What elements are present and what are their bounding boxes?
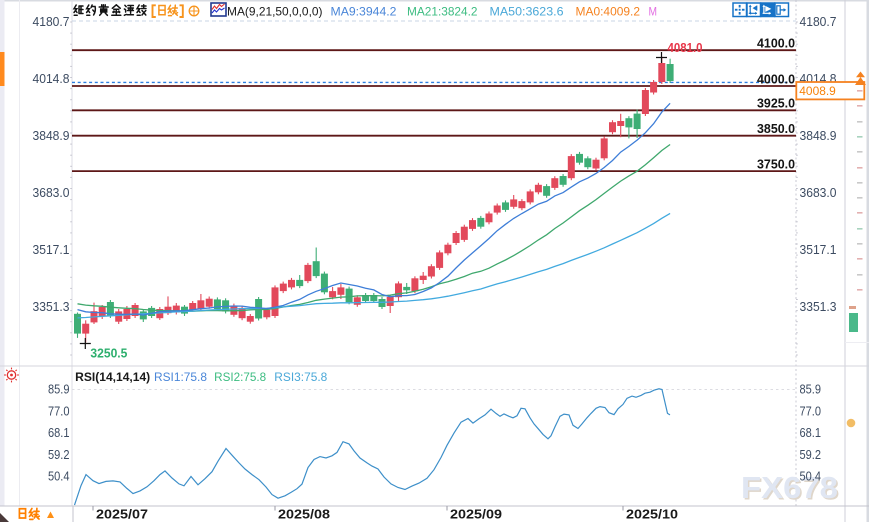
svg-text:4180.7: 4180.7 (33, 15, 70, 29)
svg-text:2025/10: 2025/10 (626, 507, 678, 522)
svg-text:4000.0: 4000.0 (757, 72, 795, 86)
svg-text:2025/08: 2025/08 (278, 507, 330, 522)
svg-text:3351.3: 3351.3 (800, 300, 837, 314)
svg-text:3750.0: 3750.0 (757, 157, 795, 171)
svg-text:50.4: 50.4 (800, 470, 822, 484)
svg-text:3848.9: 3848.9 (800, 129, 837, 143)
svg-text:68.1: 68.1 (800, 426, 822, 440)
svg-text:3683.0: 3683.0 (33, 186, 70, 200)
svg-text:3250.5: 3250.5 (90, 346, 127, 361)
svg-text:59.2: 59.2 (800, 448, 822, 462)
svg-text:3517.1: 3517.1 (33, 243, 70, 257)
svg-text:4014.8: 4014.8 (33, 72, 70, 86)
svg-text:RSI3:75.8: RSI3:75.8 (274, 372, 327, 384)
svg-text:4081.0: 4081.0 (668, 40, 703, 55)
svg-text:3683.0: 3683.0 (800, 186, 837, 200)
svg-text:3850.0: 3850.0 (757, 122, 795, 136)
svg-text:77.0: 77.0 (800, 404, 822, 418)
svg-text:85.9: 85.9 (48, 383, 70, 397)
svg-text:85.9: 85.9 (800, 383, 822, 397)
svg-text:2025/07: 2025/07 (96, 507, 148, 522)
svg-text:4008.9: 4008.9 (799, 84, 836, 98)
svg-text:77.0: 77.0 (48, 404, 70, 418)
svg-text:MA50:3623.6: MA50:3623.6 (490, 5, 564, 19)
svg-text:FX678: FX678 (741, 470, 838, 505)
svg-text:68.1: 68.1 (48, 426, 70, 440)
svg-text:MA0:4009.2: MA0:4009.2 (576, 5, 641, 19)
svg-text:3351.3: 3351.3 (33, 300, 70, 314)
svg-text:RSI1:75.8: RSI1:75.8 (154, 372, 207, 384)
svg-text:50.4: 50.4 (48, 470, 70, 484)
svg-text:3848.9: 3848.9 (33, 129, 70, 143)
svg-text:M: M (649, 5, 658, 19)
svg-text:RSI2:75.8: RSI2:75.8 (214, 372, 266, 384)
svg-text:MA21:3824.2: MA21:3824.2 (407, 5, 478, 19)
svg-text:4100.0: 4100.0 (757, 37, 795, 51)
svg-text:4180.7: 4180.7 (800, 15, 837, 29)
svg-text:59.2: 59.2 (48, 448, 70, 462)
svg-text:3925.0: 3925.0 (757, 97, 795, 111)
svg-text:3517.1: 3517.1 (800, 243, 837, 257)
svg-text:MA9:3944.2: MA9:3944.2 (331, 5, 397, 19)
svg-text:MA(9,21,50,0,0,0): MA(9,21,50,0,0,0) (227, 5, 323, 19)
svg-text:RSI(14,14,14): RSI(14,14,14) (75, 372, 150, 384)
svg-text:2025/09: 2025/09 (450, 507, 502, 522)
